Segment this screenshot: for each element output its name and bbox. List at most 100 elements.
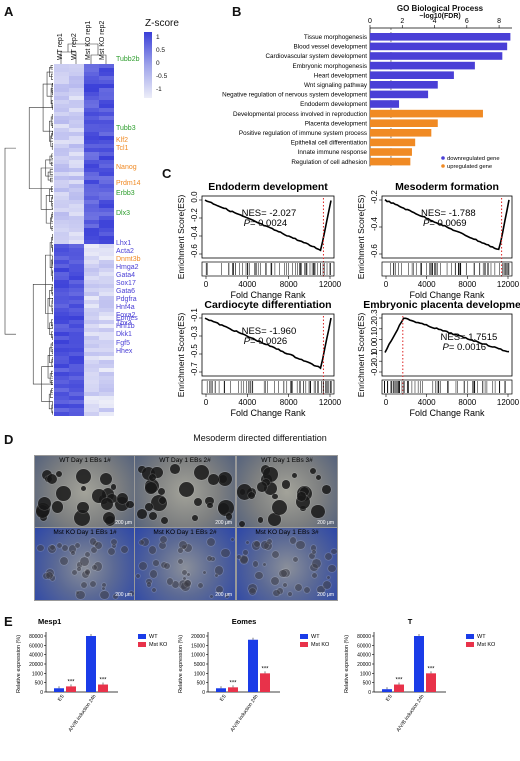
embryoid-body (149, 512, 158, 521)
significance-mark: *** (67, 679, 75, 685)
gsea-nes: NES= -2.027 (242, 208, 297, 219)
heatmap-cell (54, 156, 69, 161)
embryoid-body (206, 556, 212, 562)
go-x-tick-label: 0 (368, 18, 372, 25)
embryoid-body (146, 582, 152, 587)
embryoid-body (247, 491, 255, 499)
heatmap-cell (84, 68, 99, 73)
heatmap-cell (69, 116, 84, 121)
heatmap-cell (99, 172, 114, 177)
bar-legend-label: WT (311, 634, 320, 640)
heatmap-cell (99, 80, 114, 85)
heatmap-cell (69, 152, 84, 157)
embryoid-body (292, 472, 298, 478)
heatmap-cell (69, 120, 84, 125)
heatmap-cell (84, 172, 99, 177)
heatmap-cell (84, 244, 99, 249)
heatmap-cell (54, 152, 69, 157)
heatmap-cell (69, 312, 84, 317)
gsea-x-tick-label: 8000 (458, 398, 476, 407)
gene-label: Dlx3 (116, 210, 131, 217)
heatmap-cell (69, 368, 84, 373)
heatmap-cell (99, 296, 114, 301)
embryoid-body (181, 569, 188, 576)
heatmap-cell (54, 296, 69, 301)
heatmap-cell (99, 324, 114, 329)
gsea-x-tick-label: 0 (204, 280, 209, 289)
embryoid-body (316, 474, 322, 480)
heatmap-cell (99, 108, 114, 113)
heatmap-cell (54, 100, 69, 105)
heatmap-cell (54, 392, 69, 397)
heatmap-cell (99, 180, 114, 185)
scale-bar-label: 200 μm (215, 520, 232, 526)
gsea-pvalue: P= 0.0069 (423, 218, 467, 229)
heatmap-cell (54, 348, 69, 353)
heatmap-cell (69, 72, 84, 77)
heatmap-cell (54, 200, 69, 205)
heatmap-cell (99, 380, 114, 385)
bar-y-tick-label: 20000 (29, 662, 43, 668)
heatmap-cell (99, 168, 114, 173)
bar-legend-label: Mst KO (149, 642, 168, 648)
bar-y-tick-label: 20000 (191, 634, 205, 640)
bar (98, 684, 108, 692)
heatmap-cell (69, 384, 84, 389)
heatmap-cell (69, 176, 84, 181)
heatmap-cell (84, 304, 99, 309)
heatmap-cell (69, 252, 84, 257)
bar-y-tick-label: 15000 (191, 643, 205, 649)
embryoid-body (79, 557, 89, 567)
significance-mark: *** (427, 666, 435, 672)
gsea-xlabel: Fold Change Rank (409, 408, 485, 418)
heatmap-cell (69, 132, 84, 137)
heatmap-cell (99, 160, 114, 165)
embryoid-body (217, 471, 233, 487)
heatmap-cell (99, 364, 114, 369)
embryoid-body (252, 561, 259, 567)
heatmap-cell (54, 244, 69, 249)
heatmap-cell (69, 372, 84, 377)
heatmap-cell (84, 296, 99, 301)
heatmap-cell (84, 192, 99, 197)
heatmap-cell (69, 244, 84, 249)
gsea-ylabel: Enrichment Score(ES) (356, 195, 366, 280)
embryoid-body (157, 487, 166, 496)
heatmap-cell (69, 292, 84, 297)
heatmap-cell (54, 368, 69, 373)
embryoid-body (146, 578, 152, 584)
heatmap-cell (54, 396, 69, 401)
embryoid-body (148, 546, 157, 554)
heatmap-cell (54, 304, 69, 309)
gsea-x-tick-label: 0 (204, 398, 209, 407)
heatmap-cell (69, 300, 84, 305)
go-bar (370, 129, 432, 137)
embryoid-body (311, 504, 325, 519)
heatmap-cell (54, 336, 69, 341)
heatmap-cell (84, 396, 99, 401)
embryoid-body (184, 544, 193, 552)
gene-label: Dkk1 (116, 331, 132, 338)
significance-mark: *** (395, 678, 403, 684)
gsea-x-tick-label: 0 (384, 280, 389, 289)
embryoid-body (322, 580, 332, 590)
embryoid-body (93, 561, 103, 571)
heatmap-cell (54, 68, 69, 73)
heatmap-cell (69, 328, 84, 333)
heatmap-cell (54, 124, 69, 129)
panel-label-c: C (162, 166, 172, 181)
embryoid-body (68, 545, 77, 553)
embryoid-body (74, 543, 80, 549)
heatmap-cell (84, 84, 99, 89)
heatmap-cell (54, 204, 69, 209)
bar-y-tick-label: 20000 (357, 662, 371, 668)
heatmap-cell (69, 364, 84, 369)
embryoid-body (231, 537, 235, 541)
gsea-p-symbol: P (244, 336, 251, 347)
heatmap-cell (69, 296, 84, 301)
heatmap-color-scale (144, 32, 152, 98)
go-category-label: Developmental process involved in reprod… (233, 111, 368, 118)
heatmap-cell (54, 184, 69, 189)
embryoid-body (295, 583, 303, 591)
bar-y-tick-label: 0 (368, 690, 371, 696)
